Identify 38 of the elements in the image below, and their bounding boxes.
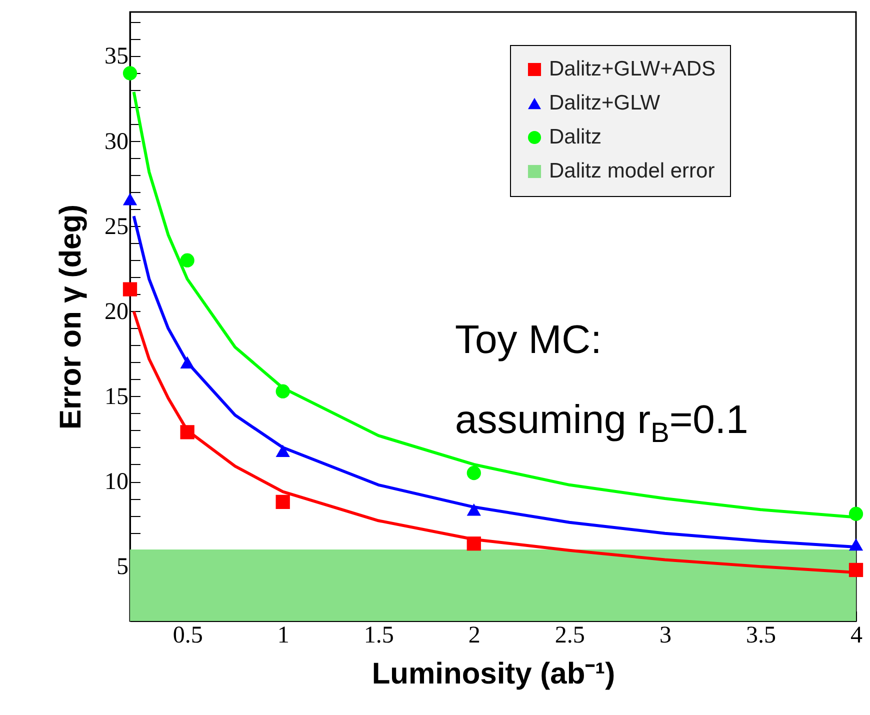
x-tick-label: 1 [277,622,290,648]
y-axis-title: Error on γ (deg) [54,204,88,430]
point [276,494,290,509]
annotation: assuming r$_{B}$=0.1 [455,397,748,450]
y-tick-label: 20 [104,298,128,325]
y-tick-label: 10 [104,469,128,496]
y-tick-label: 35 [104,44,128,70]
x-tick-label: 3.5 [746,622,776,648]
y-tick-label: 15 [104,384,128,410]
y-tick-label: 5 [116,554,128,580]
point [848,506,864,521]
legend-label: Dalitz+GLW+ADS [549,58,716,80]
point [180,425,194,440]
x-tick-label: 2.5 [554,622,585,648]
x-tick-label: 4 [850,622,862,648]
legend-label: Dalitz [549,126,602,148]
point [180,253,194,268]
annotation: Toy MC: [455,317,603,364]
point [466,503,481,516]
point [122,66,138,80]
legend-label: Dalitz+GLW [549,92,660,114]
x-tick-label: 1.5 [364,622,394,648]
x-tick-label: 2 [468,622,480,648]
point [276,384,290,398]
x-tick-label: 0.5 [172,622,203,648]
point [466,466,481,480]
point [466,536,481,551]
y-tick-label: 25 [104,214,128,240]
x-axis-title: Luminosity (ab⁻¹) [372,658,616,690]
point [122,193,138,206]
point [276,444,290,458]
point [848,562,864,578]
point [180,356,194,369]
legend-label: Dalitz model error [549,160,715,182]
point [848,538,864,551]
y-tick-label: 30 [104,128,128,155]
point [122,282,138,296]
x-tick-label: 3 [659,622,672,648]
